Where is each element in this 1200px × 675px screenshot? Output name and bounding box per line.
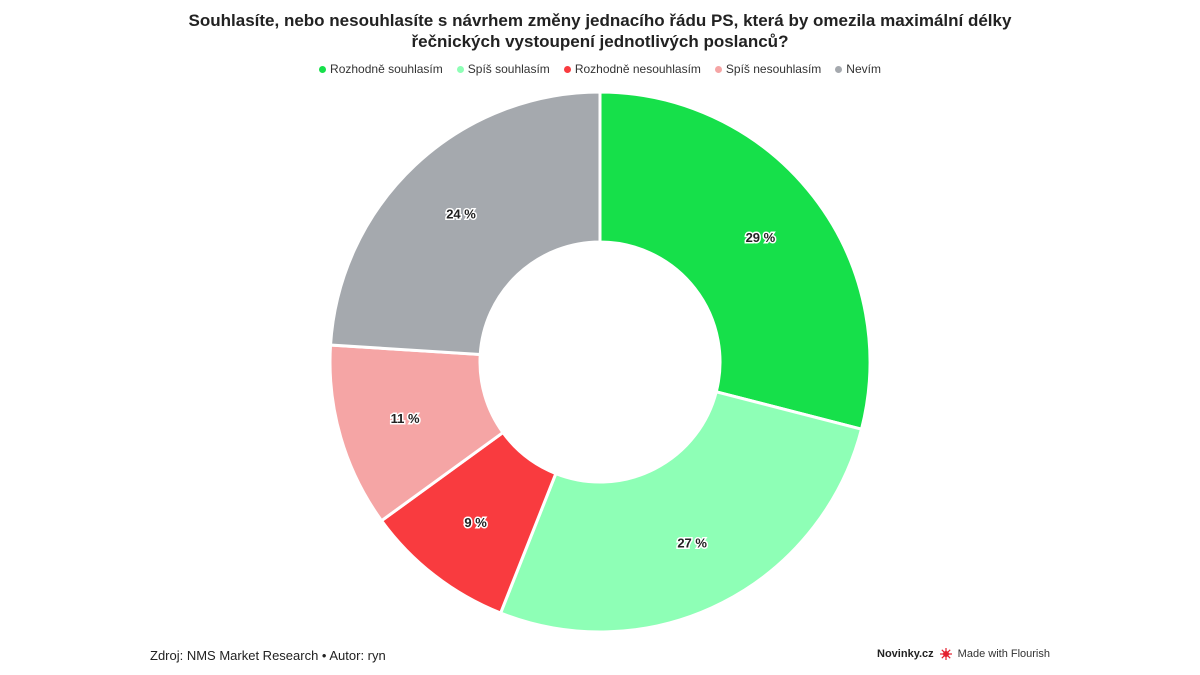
slice-spis-souhlasim[interactable] bbox=[498, 390, 864, 634]
flourish-logo-icon bbox=[939, 648, 952, 660]
legend-label: Spíš nesouhlasím bbox=[725, 62, 822, 76]
legend-label: Nevím bbox=[846, 62, 881, 76]
slice-label-nevim: 24 % bbox=[446, 207, 476, 222]
legend-item-spis-nesouhlasim[interactable]: Spíš nesouhlasím bbox=[714, 62, 822, 76]
legend-item-spis-souhlasim[interactable]: Spíš souhlasím bbox=[456, 62, 550, 76]
legend-item-nevim[interactable]: Nevím bbox=[835, 62, 881, 76]
slice-label-spis-nesouhlasim: 11 % bbox=[391, 411, 420, 426]
legend-dot-icon bbox=[319, 65, 327, 73]
made-with-flourish[interactable]: Made with Flourish bbox=[957, 648, 1050, 660]
legend-dot-icon bbox=[456, 65, 464, 73]
legend-label: Rozhodně nesouhlasím bbox=[574, 62, 701, 76]
slice-nevim[interactable] bbox=[328, 90, 602, 357]
legend-item-rozhodne-souhlasim[interactable]: Rozhodně souhlasím bbox=[319, 62, 443, 76]
legend-dot-icon bbox=[563, 65, 571, 73]
slice-rozhodne-souhlasim[interactable] bbox=[598, 90, 872, 431]
slice-label-spis-souhlasim: 27 % bbox=[677, 535, 707, 550]
brand-area: Novinky.cz Made with Flourish bbox=[877, 648, 1050, 660]
slice-label-rozhodne-nesouhlasim: 9 % bbox=[464, 515, 487, 530]
legend-dot-icon bbox=[714, 65, 722, 73]
legend-dot-icon bbox=[835, 65, 843, 73]
source-credit: Zdroj: NMS Market Research • Autor: ryn bbox=[150, 648, 386, 663]
legend-label: Rozhodně souhlasím bbox=[330, 62, 443, 76]
legend-label: Spíš souhlasím bbox=[467, 62, 550, 76]
legend-item-rozhodne-nesouhlasim[interactable]: Rozhodně nesouhlasím bbox=[563, 62, 701, 76]
brand-name[interactable]: Novinky.cz bbox=[877, 648, 934, 660]
slice-label-rozhodne-souhlasim: 29 % bbox=[746, 230, 776, 245]
legend: Rozhodně souhlasím Spíš souhlasím Rozhod… bbox=[150, 62, 1050, 76]
chart-title: Souhlasíte, nebo nesouhlasíte s návrhem … bbox=[188, 11, 1012, 51]
